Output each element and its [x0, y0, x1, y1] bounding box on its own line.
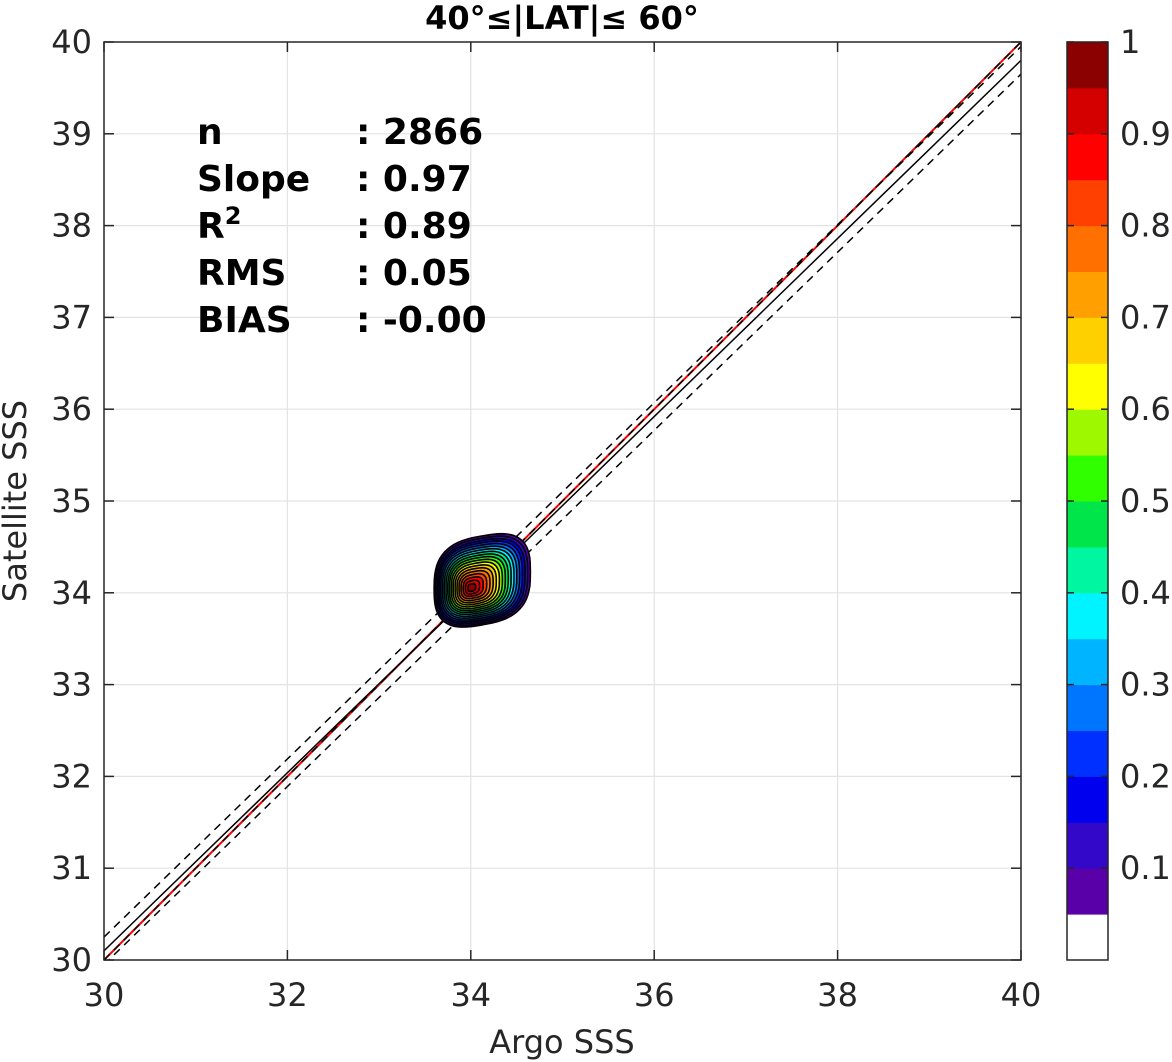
colorbar-tick-label: 1 [1120, 23, 1140, 61]
y-tick-label: 35 [51, 482, 92, 520]
colorbar-tick-label: 0.6 [1120, 390, 1171, 428]
colorbar-tick-label: 0.1 [1120, 849, 1171, 887]
colorbar-swatch [1067, 363, 1108, 410]
y-tick-label: 40 [51, 23, 92, 61]
colorbar-swatch [1067, 822, 1108, 869]
x-tick-label: 30 [84, 976, 125, 1014]
stat-label: RMS [197, 253, 286, 294]
density-level-19 [467, 582, 477, 593]
x-tick-label: 34 [450, 976, 491, 1014]
colorbar-swatch [1067, 914, 1108, 961]
grid [104, 42, 1021, 960]
colorbar-tick-label: 0.8 [1120, 207, 1171, 245]
stat-label: Slope [197, 159, 310, 200]
x-tick-labels: 30 32 34 36 38 40 [84, 976, 1042, 1014]
colorbar-tick-label: 0.3 [1120, 666, 1171, 704]
stat-label: BIAS [197, 300, 292, 341]
colorbar-swatch [1067, 546, 1108, 594]
line-fit- [107, 73, 1021, 960]
axis-ticks [103, 41, 1022, 961]
colorbar-swatch [1067, 409, 1108, 456]
y-tick-label: 37 [51, 298, 92, 336]
line-fit [104, 59, 1021, 952]
colorbar-swatch [1067, 271, 1108, 318]
stat-label: n [197, 112, 223, 153]
y-axis-title: Satellite SSS [0, 400, 34, 602]
stat-value: : 0.05 [356, 253, 472, 294]
y-tick-labels: 30 31 32 33 34 35 36 37 38 39 40 [51, 23, 92, 979]
colorbar-swatch [1067, 87, 1108, 135]
colorbar-swatch [1067, 317, 1108, 364]
x-axis-title: Argo SSS [489, 1023, 634, 1061]
colorbar-tick-label: 0.5 [1120, 482, 1171, 520]
regression-lines [104, 42, 1021, 960]
y-tick-label: 39 [51, 115, 92, 153]
colorbar-tick-label: 0.7 [1120, 298, 1171, 336]
colorbar-swatch [1067, 133, 1108, 181]
colorbar-swatch [1067, 776, 1108, 823]
colorbar-swatch [1067, 455, 1108, 502]
density-contours [433, 532, 532, 628]
y-tick-label: 33 [51, 666, 92, 704]
colorbar-swatch [1067, 868, 1108, 915]
x-tick-label: 40 [1001, 976, 1042, 1014]
colorbar-swatch [1067, 501, 1108, 548]
y-tick-label: 34 [51, 574, 92, 612]
x-tick-label: 38 [817, 976, 858, 1014]
colorbar-swatch [1067, 638, 1108, 686]
x-tick-label: 32 [267, 976, 308, 1014]
colorbar-tick-label: 0.9 [1120, 115, 1171, 153]
line-1-1-ref [104, 42, 1021, 960]
x-tick-label: 36 [634, 976, 675, 1014]
chart-title: 40°≤|LAT|≤ 60° [425, 0, 699, 38]
y-tick-label: 36 [51, 390, 92, 428]
y-tick-label: 31 [51, 849, 92, 887]
colorbar-swatch [1067, 225, 1108, 272]
y-tick-label: 32 [51, 757, 92, 795]
colorbar-swatch [1067, 730, 1108, 777]
y-tick-label: 38 [51, 207, 92, 245]
colorbar-swatch [1067, 684, 1108, 731]
stat-value: : 0.89 [356, 206, 472, 247]
stat-value: : 2866 [356, 112, 483, 153]
colorbar-tick-label: 0.4 [1120, 574, 1171, 612]
stat-value: : -0.00 [356, 300, 487, 341]
colorbar-swatch [1067, 179, 1108, 227]
y-tick-label: 30 [51, 941, 92, 979]
colorbar: 0.1 0.2 0.3 0.4 0.5 0.6 0.7 0.8 0.9 1 [1066, 23, 1171, 961]
colorbar-swatch [1067, 42, 1108, 89]
colorbar-swatch [1067, 592, 1108, 640]
stat-value: : 0.97 [356, 159, 472, 200]
colorbar-tick-label: 0.2 [1120, 757, 1171, 795]
